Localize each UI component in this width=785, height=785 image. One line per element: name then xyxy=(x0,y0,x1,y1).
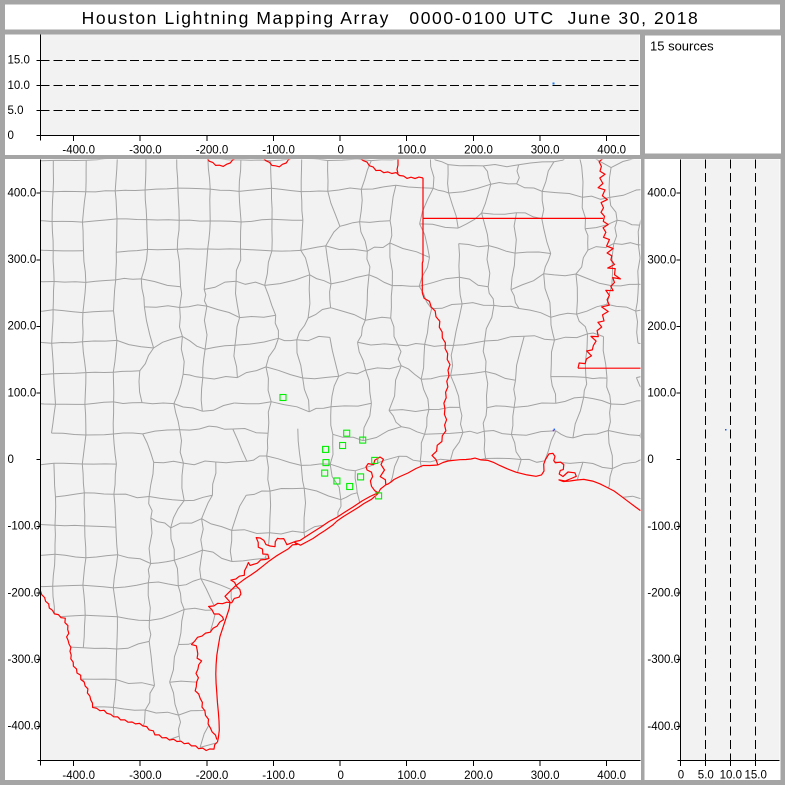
svg-text:400.0: 400.0 xyxy=(597,770,626,782)
svg-text:0: 0 xyxy=(8,130,14,142)
svg-text:-100.0: -100.0 xyxy=(8,521,41,533)
svg-text:15.0: 15.0 xyxy=(8,55,30,67)
svg-text:-300.0: -300.0 xyxy=(129,770,162,782)
svg-text:200.0: 200.0 xyxy=(647,321,676,333)
svg-text:0: 0 xyxy=(337,770,343,782)
svg-text:-200.0: -200.0 xyxy=(196,770,229,782)
svg-text:100.0: 100.0 xyxy=(397,144,426,156)
svg-text:Houston Lightning Mapping Arra: Houston Lightning Mapping Array 0000-010… xyxy=(82,8,700,28)
svg-text:-300.0: -300.0 xyxy=(129,144,162,156)
svg-text:300.0: 300.0 xyxy=(531,144,560,156)
svg-text:100.0: 100.0 xyxy=(397,770,426,782)
svg-text:-400.0: -400.0 xyxy=(647,721,680,733)
svg-text:-300.0: -300.0 xyxy=(8,654,41,666)
svg-text:-100.0: -100.0 xyxy=(262,144,295,156)
svg-text:300.0: 300.0 xyxy=(8,254,37,266)
svg-text:300.0: 300.0 xyxy=(531,770,560,782)
svg-text:10.0: 10.0 xyxy=(8,80,30,92)
svg-text:5.0: 5.0 xyxy=(8,105,24,117)
svg-text:-300.0: -300.0 xyxy=(647,654,680,666)
svg-text:-400.0: -400.0 xyxy=(62,144,95,156)
svg-text:0: 0 xyxy=(647,454,653,466)
svg-text:0: 0 xyxy=(337,144,343,156)
svg-text:200.0: 200.0 xyxy=(464,770,493,782)
svg-text:-200.0: -200.0 xyxy=(8,587,41,599)
svg-text:0: 0 xyxy=(8,454,14,466)
svg-text:-200.0: -200.0 xyxy=(647,588,680,600)
svg-text:100.0: 100.0 xyxy=(8,387,37,399)
svg-text:-100.0: -100.0 xyxy=(262,770,295,782)
svg-text:200.0: 200.0 xyxy=(464,144,493,156)
svg-text:100.0: 100.0 xyxy=(647,388,676,400)
svg-text:15 sources: 15 sources xyxy=(650,38,714,53)
svg-text:-400.0: -400.0 xyxy=(62,770,95,782)
svg-text:5.0: 5.0 xyxy=(698,770,714,782)
svg-text:10.0: 10.0 xyxy=(720,770,742,782)
svg-text:15.0: 15.0 xyxy=(745,770,767,782)
svg-text:-200.0: -200.0 xyxy=(196,144,229,156)
svg-text:200.0: 200.0 xyxy=(8,321,37,333)
svg-text:0: 0 xyxy=(678,770,684,782)
svg-text:400.0: 400.0 xyxy=(8,187,37,199)
svg-text:400.0: 400.0 xyxy=(647,188,676,200)
svg-text:-400.0: -400.0 xyxy=(8,721,41,733)
svg-text:400.0: 400.0 xyxy=(597,144,626,156)
svg-text:300.0: 300.0 xyxy=(647,254,676,266)
svg-text:-100.0: -100.0 xyxy=(647,521,680,533)
